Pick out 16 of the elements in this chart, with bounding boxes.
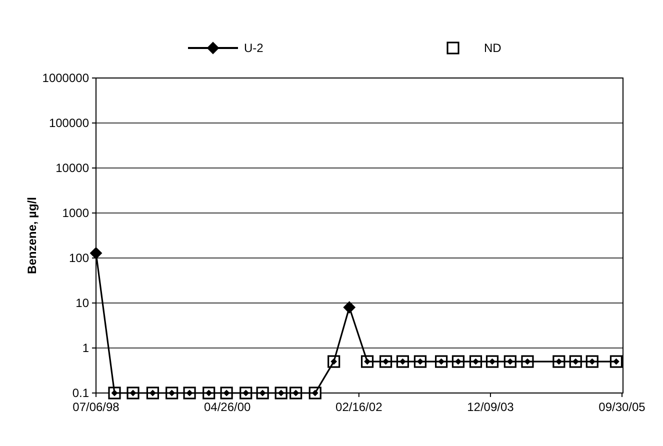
- y-tick-label: 10: [76, 296, 90, 310]
- x-tick-label: 04/26/00: [204, 400, 252, 414]
- y-tick-label: 1000000: [42, 71, 90, 86]
- legend-label: U-2: [244, 41, 264, 56]
- x-tick-label: 07/06/98: [72, 400, 120, 414]
- y-axis-title: Benzene, µg/l: [25, 197, 39, 274]
- y-tick-label: 100000: [48, 116, 90, 130]
- y-tick-label: 1000: [62, 206, 90, 220]
- y-tick-label: 0.1: [72, 386, 90, 400]
- y-tick-label: 100: [68, 251, 90, 266]
- y-tick-label: 10000: [56, 161, 90, 176]
- x-tick-label: 02/16/02: [336, 400, 383, 414]
- y-tick-label: 1: [82, 341, 90, 356]
- x-tick-label: 12/09/03: [467, 400, 514, 414]
- legend-label: ND: [484, 41, 502, 56]
- x-tick-label: 09/30/05: [598, 400, 646, 414]
